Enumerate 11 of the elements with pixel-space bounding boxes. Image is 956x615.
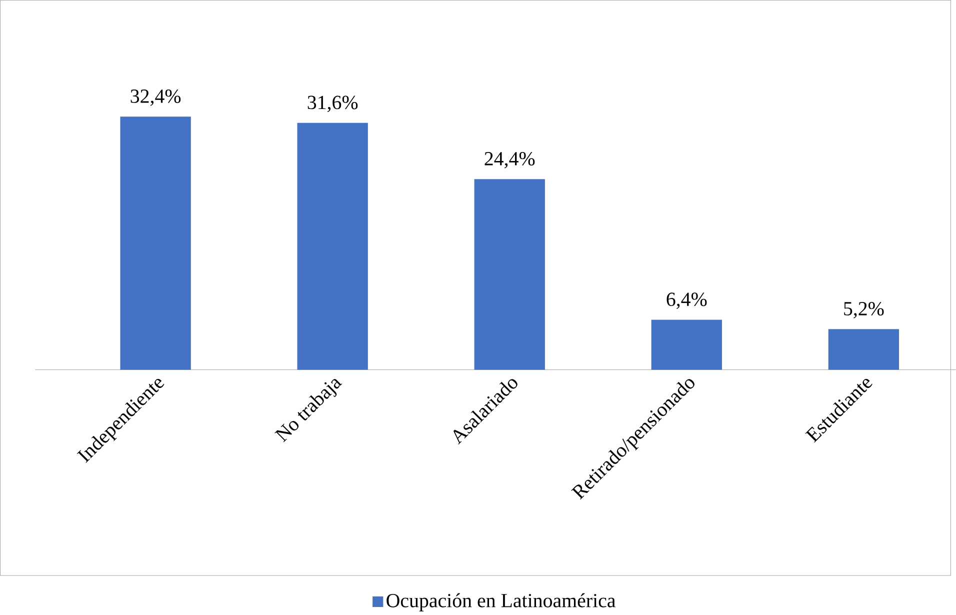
data-label: 31,6% xyxy=(308,96,358,112)
bar xyxy=(120,116,191,370)
bar xyxy=(297,122,368,370)
bar xyxy=(828,328,900,370)
bar xyxy=(474,178,545,370)
data-label: 6,4% xyxy=(666,292,707,309)
data-label: 5,2% xyxy=(844,302,884,318)
data-label: 24,4% xyxy=(484,152,535,168)
data-label: 32,4% xyxy=(130,89,181,106)
legend-label: Ocupación en Latinoamérica xyxy=(386,593,616,612)
bar xyxy=(651,320,722,370)
